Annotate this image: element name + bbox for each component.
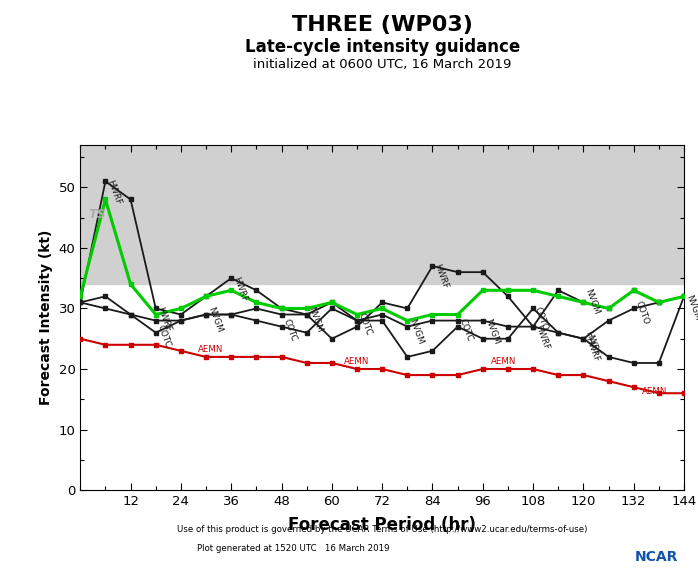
Text: NCAR: NCAR bbox=[635, 550, 678, 564]
Text: COTC: COTC bbox=[281, 317, 298, 343]
Text: NVGM: NVGM bbox=[206, 306, 223, 334]
Text: COTO: COTO bbox=[533, 306, 550, 332]
Text: NVGM: NVGM bbox=[584, 287, 601, 316]
Y-axis label: Forecast Intensity (kt): Forecast Intensity (kt) bbox=[39, 230, 53, 405]
Text: COTC: COTC bbox=[156, 324, 172, 349]
Text: HWRF: HWRF bbox=[433, 263, 450, 291]
Text: COTC: COTC bbox=[357, 311, 373, 336]
Text: COTO: COTO bbox=[634, 299, 651, 326]
Text: Plot generated at 1520 UTC   16 March 2019: Plot generated at 1520 UTC 16 March 2019 bbox=[197, 544, 389, 553]
X-axis label: Forecast Period (hr): Forecast Period (hr) bbox=[288, 516, 476, 534]
Text: AEMN: AEMN bbox=[344, 357, 370, 366]
Text: NVGM: NVGM bbox=[306, 306, 325, 334]
Text: NVGM: NVGM bbox=[684, 293, 698, 321]
Text: HWRF: HWRF bbox=[231, 275, 248, 303]
Text: initialized at 0600 UTC, 16 March 2019: initialized at 0600 UTC, 16 March 2019 bbox=[253, 58, 512, 71]
Text: Late-cycle intensity guidance: Late-cycle intensity guidance bbox=[245, 38, 520, 56]
Text: AEMN: AEMN bbox=[491, 357, 517, 366]
Text: THREE (WP03): THREE (WP03) bbox=[292, 14, 473, 34]
Text: HWRF: HWRF bbox=[584, 329, 601, 357]
Text: NVGM: NVGM bbox=[483, 317, 500, 346]
Text: NVGM: NVGM bbox=[408, 317, 425, 346]
Text: HWRF: HWRF bbox=[156, 306, 173, 333]
Text: HWRF: HWRF bbox=[584, 336, 601, 363]
Text: AEMN: AEMN bbox=[642, 387, 667, 396]
Bar bbox=[80, 145, 684, 284]
Text: Use of this product is governed by the UCAR Terms of Use (http://www2.ucar.edu/t: Use of this product is governed by the U… bbox=[177, 525, 588, 534]
Text: HWRF: HWRF bbox=[533, 324, 551, 351]
Text: HWRF: HWRF bbox=[105, 178, 123, 206]
Text: AEMN: AEMN bbox=[198, 345, 223, 354]
Text: COTC: COTC bbox=[458, 317, 474, 343]
Text: TS: TS bbox=[89, 208, 106, 220]
